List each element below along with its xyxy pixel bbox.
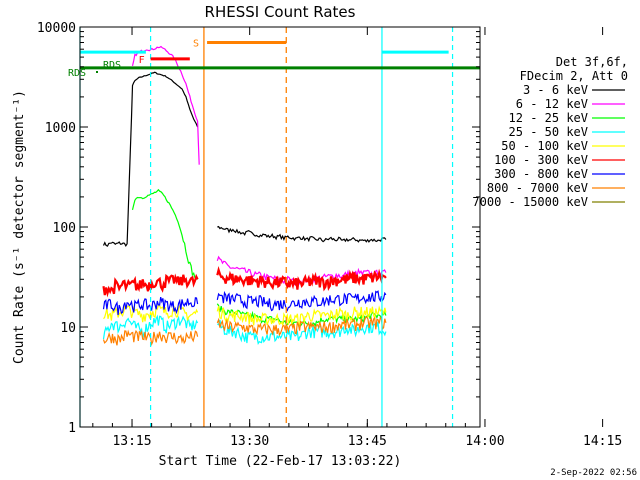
- y-tick-label: 10: [60, 321, 76, 336]
- legend-entry-label: 3 - 6 keV: [523, 83, 588, 97]
- series-line-segment: [216, 319, 387, 345]
- legend-entry-label: 25 - 50 keV: [509, 125, 588, 139]
- y-tick-label: 100: [53, 221, 76, 236]
- legend-entry-label: 100 - 300 keV: [494, 153, 588, 167]
- saa-label: S: [193, 38, 199, 49]
- series-line-segment: [103, 304, 199, 323]
- series-line-segment: [102, 71, 199, 247]
- series-50-100-kev: [103, 304, 387, 327]
- x-tick-label: 13:15: [112, 434, 151, 449]
- series-line-segment: [216, 290, 387, 312]
- series-line-segment: [216, 266, 387, 292]
- series-line-segment: [131, 188, 198, 280]
- series-line-segment: [216, 316, 387, 337]
- rds-label: RDS: [103, 60, 121, 71]
- rds-label: RDS: [68, 68, 86, 79]
- legend-entry-label: 800 - 7000 keV: [487, 181, 588, 195]
- y-axis: 1 10 100 1000 10000: [37, 21, 480, 436]
- rds-marker: [96, 71, 98, 73]
- x-tick-label: 14:15: [583, 434, 622, 449]
- series-3-6-kev: [102, 71, 387, 247]
- y-axis-title: Count Rate (s⁻¹ detector segment⁻¹): [12, 90, 27, 364]
- series-line-segment: [216, 305, 387, 327]
- x-tick-label: 13:45: [348, 434, 387, 449]
- legend-header: FDecim 2, Att 0: [520, 69, 628, 83]
- generation-timestamp: 2-Sep-2022 02:56: [550, 468, 637, 478]
- x-axis-title: Start Time (22-Feb-17 13:03:22): [159, 454, 402, 469]
- y-tick-label: 1000: [45, 121, 76, 136]
- x-tick-label: 14:00: [465, 434, 504, 449]
- plot-annotations: S F RDS RDS: [68, 27, 480, 427]
- legend-header: Det 3f,6f,: [556, 55, 628, 69]
- flare-label: F: [139, 55, 145, 66]
- chart-title: RHESSI Count Rates: [205, 3, 356, 21]
- legend-entry-label: 12 - 25 keV: [509, 111, 588, 125]
- legend-entry-label: 6 - 12 keV: [516, 97, 588, 111]
- legend-entry-label: 7000 - 15000 keV: [472, 195, 588, 209]
- y-tick-label: 10000: [37, 21, 76, 36]
- series-line-segment: [217, 225, 387, 243]
- x-tick-label: 13:30: [230, 434, 269, 449]
- legend-entry-label: 300 - 800 keV: [494, 167, 588, 181]
- y-tick-label: 1: [68, 421, 76, 436]
- legend-entry-label: 50 - 100 keV: [501, 139, 588, 153]
